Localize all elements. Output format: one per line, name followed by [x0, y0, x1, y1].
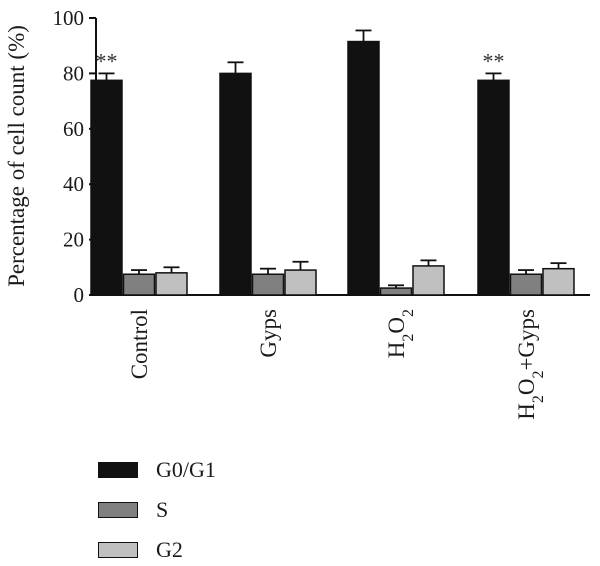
legend-swatch-g2	[98, 542, 138, 558]
significance-annotation: **	[96, 48, 118, 73]
legend-item-g2: G2	[98, 537, 258, 562]
y-tick-label: 80	[63, 61, 84, 85]
bar-s-gyps	[251, 273, 285, 296]
x-tick-label-control: Control	[127, 309, 152, 379]
chart-axes	[95, 18, 590, 296]
bar-g0-g1-h2o2-gyps	[477, 79, 510, 296]
y-axis-ticks: 0 20 40 60 80 100	[53, 6, 96, 307]
y-tick-label: 100	[53, 6, 85, 30]
annotations-group: ** **	[96, 48, 505, 73]
error-bars-group	[98, 29, 567, 289]
bar-s-control	[122, 273, 156, 296]
legend-item-g0-g1: G0/G1	[98, 457, 258, 482]
x-tick-label-h2o2: H2O2	[384, 309, 417, 358]
y-tick-label: 0	[74, 283, 85, 307]
bar-chart: 0 20 40 60 80 100 ** ** Control Gyps H2O2 H2O2+Gy…	[4, 6, 590, 420]
bar-g2-h2o2	[412, 265, 445, 296]
x-tick-label-gyps: Gyps	[256, 309, 281, 358]
y-tick-label: 60	[63, 117, 84, 141]
bar-g0-g1-h2o2	[347, 40, 380, 296]
x-axis-category-labels: Control Gyps H2O2 H2O2+Gyps	[127, 309, 547, 420]
legend-label-g0-g1: G0/G1	[156, 457, 216, 482]
y-axis-label: Percentage of cell count (%)	[4, 25, 29, 287]
bar-s-h2o2	[379, 287, 413, 296]
legend-swatch-g0-g1	[98, 462, 138, 478]
legend-swatch-s	[98, 502, 138, 518]
y-tick-label: 40	[63, 172, 84, 196]
bar-g2-h2o2-gyps	[542, 267, 575, 296]
bar-g2-gyps	[284, 269, 317, 296]
x-tick-label-h2o2-gyps: H2O2+Gyps	[514, 309, 547, 420]
legend-label-s: S	[156, 497, 169, 522]
y-tick-label: 20	[63, 228, 84, 252]
bars-group	[90, 40, 575, 296]
significance-annotation: **	[483, 48, 505, 73]
legend-label-g2: G2	[156, 537, 183, 562]
bar-s-h2o2-gyps	[509, 273, 543, 296]
bar-g0-g1-control	[90, 79, 123, 296]
bar-g2-control	[155, 272, 188, 296]
legend-item-s: S	[98, 497, 258, 522]
bar-g0-g1-gyps	[219, 72, 252, 296]
